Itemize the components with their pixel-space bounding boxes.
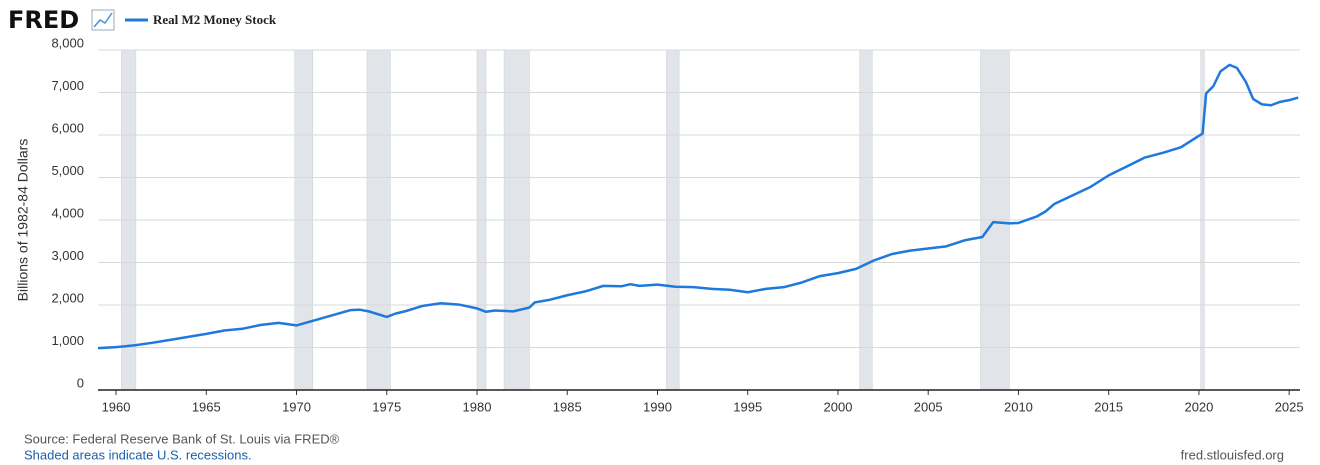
note[interactable]: Shaded areas indicate U.S. recessions. bbox=[24, 447, 252, 462]
x-tick-label: 2000 bbox=[824, 399, 853, 414]
x-tick-label: 1960 bbox=[102, 399, 131, 414]
x-tick-label: 1980 bbox=[463, 399, 492, 414]
logo-icon bbox=[91, 9, 115, 31]
y-tick-label: 7,000 bbox=[51, 78, 84, 93]
x-tick-label: 1970 bbox=[282, 399, 311, 414]
x-tick-label: 2025 bbox=[1275, 399, 1304, 414]
source: Source: Federal Reserve Bank of St. Loui… bbox=[24, 431, 340, 446]
x-tick-label: 2020 bbox=[1184, 399, 1213, 414]
x-tick-label: 2015 bbox=[1094, 399, 1123, 414]
series-line bbox=[97, 63, 1299, 350]
url[interactable]: fred.stlouisfed.org bbox=[1181, 447, 1284, 462]
x-tick-label: 1985 bbox=[553, 399, 582, 414]
x-tick-label: 1965 bbox=[192, 399, 221, 414]
x-tick-label: 1990 bbox=[643, 399, 672, 414]
y-tick-label: 2,000 bbox=[51, 290, 84, 305]
x-tick-label: 1975 bbox=[372, 399, 401, 414]
y-tick-label: 6,000 bbox=[51, 120, 84, 135]
logo[interactable]: FRED bbox=[8, 6, 79, 34]
x-tick-label: 2005 bbox=[914, 399, 943, 414]
y-tick-label: 5,000 bbox=[51, 163, 84, 178]
y-tick-label: 3,000 bbox=[51, 248, 84, 263]
y-axis-label: Billions of 1982-84 Dollars bbox=[15, 139, 31, 302]
y-tick-label: 0 bbox=[77, 375, 84, 390]
y-tick-label: 4,000 bbox=[51, 205, 84, 220]
y-tick-label: 8,000 bbox=[51, 35, 84, 50]
legend-label: Real M2 Money Stock bbox=[153, 12, 277, 27]
x-tick-label: 1995 bbox=[733, 399, 762, 414]
x-tick-label: 2010 bbox=[1004, 399, 1033, 414]
y-tick-label: 1,000 bbox=[51, 333, 84, 348]
